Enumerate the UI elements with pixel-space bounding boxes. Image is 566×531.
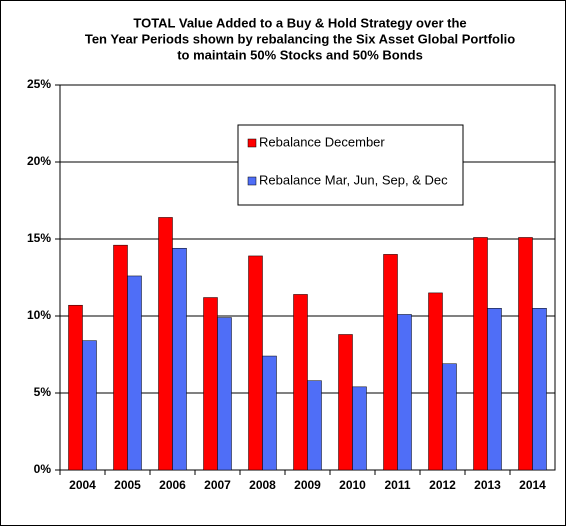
bar [397, 314, 412, 471]
bar [113, 244, 128, 471]
bar [68, 304, 83, 471]
bar [203, 297, 218, 471]
chart-title: to maintain 50% Stocks and 50% Bonds [177, 47, 423, 62]
y-tick-label: 5% [34, 385, 52, 399]
bar [428, 292, 443, 471]
x-tick-label: 2007 [204, 478, 231, 492]
chart-title: Ten Year Periods shown by rebalancing th… [85, 31, 515, 46]
bar [473, 237, 488, 471]
bar [158, 217, 173, 471]
chart-title: TOTAL Value Added to a Buy & Hold Strate… [133, 15, 466, 30]
bar [442, 363, 457, 471]
x-tick-label: 2005 [114, 478, 141, 492]
legend-swatch [247, 138, 257, 148]
bar [172, 247, 187, 471]
legend-label: Rebalance Mar, Jun, Sep, & Dec [259, 172, 448, 187]
bar [383, 254, 398, 471]
bar [262, 355, 277, 471]
bar [217, 317, 232, 471]
x-tick-label: 2008 [249, 478, 276, 492]
y-tick-label: 10% [27, 308, 51, 322]
x-tick-label: 2012 [429, 478, 456, 492]
legend-box [237, 124, 464, 206]
y-tick-label: 15% [27, 231, 51, 245]
bar [248, 255, 263, 471]
bar [307, 380, 322, 471]
x-tick-label: 2011 [384, 478, 410, 492]
x-tick-label: 2004 [69, 478, 96, 492]
bar [82, 340, 97, 471]
x-tick-label: 2013 [474, 478, 501, 492]
bar [293, 294, 308, 471]
y-tick-label: 20% [27, 154, 51, 168]
bar [352, 386, 367, 471]
x-tick-label: 2010 [339, 478, 366, 492]
legend-swatch [247, 176, 257, 186]
x-tick-label: 2006 [159, 478, 186, 492]
bar [338, 334, 353, 471]
bar [532, 308, 547, 471]
y-tick-label: 25% [27, 77, 51, 91]
bar [487, 308, 502, 471]
y-tick-label: 0% [34, 462, 52, 476]
legend-label: Rebalance December [259, 134, 385, 149]
x-tick-label: 2014 [519, 478, 546, 492]
bar [518, 237, 533, 471]
bar [127, 275, 142, 471]
x-tick-label: 2009 [294, 478, 321, 492]
